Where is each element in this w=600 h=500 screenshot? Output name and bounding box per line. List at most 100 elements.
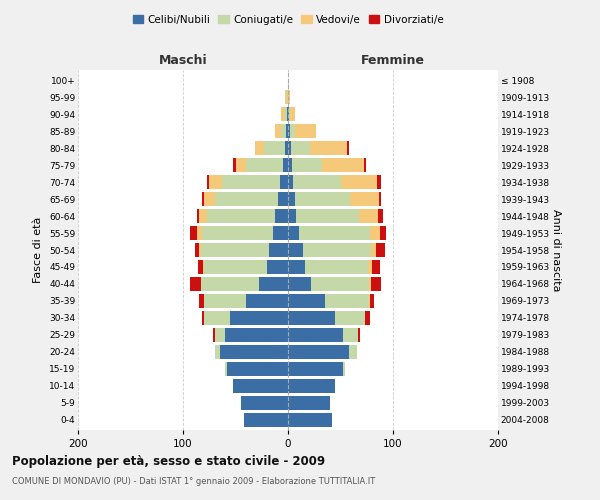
Bar <box>288 277 311 291</box>
Bar <box>296 209 359 223</box>
Bar <box>204 192 215 206</box>
Bar <box>203 260 204 274</box>
Bar <box>280 175 288 189</box>
Bar <box>288 141 291 155</box>
Bar <box>377 175 382 189</box>
Legend: Celibi/Nubili, Coniugati/e, Vedovi/e, Divorziati/e: Celibi/Nubili, Coniugati/e, Vedovi/e, Di… <box>128 10 448 29</box>
Bar <box>246 158 283 172</box>
Bar <box>288 192 295 206</box>
Bar <box>277 192 288 206</box>
Bar <box>288 90 290 104</box>
Bar <box>227 362 288 376</box>
Bar <box>202 226 274 240</box>
Bar <box>207 175 209 189</box>
Bar <box>288 243 303 257</box>
Bar <box>199 243 201 257</box>
Bar <box>380 226 386 240</box>
Bar <box>285 90 287 104</box>
Bar <box>214 328 215 342</box>
Bar <box>365 311 370 325</box>
Bar <box>199 294 204 308</box>
Bar <box>370 226 380 240</box>
Bar <box>197 209 199 223</box>
Bar <box>190 277 201 291</box>
Bar <box>371 243 376 257</box>
Bar <box>204 311 230 325</box>
Y-axis label: Fasce di età: Fasce di età <box>34 217 43 283</box>
Bar <box>274 226 288 240</box>
Bar <box>347 141 349 155</box>
Bar <box>369 294 370 308</box>
Bar <box>379 192 382 206</box>
Bar <box>269 243 288 257</box>
Bar <box>222 175 280 189</box>
Bar <box>343 362 345 376</box>
Bar <box>264 141 285 155</box>
Bar <box>305 260 368 274</box>
Bar <box>358 328 361 342</box>
Bar <box>343 328 358 342</box>
Bar <box>349 345 358 359</box>
Bar <box>310 141 347 155</box>
Bar <box>371 277 382 291</box>
Bar <box>368 260 372 274</box>
Bar <box>233 379 288 393</box>
Bar <box>288 260 305 274</box>
Bar <box>288 345 349 359</box>
Bar <box>376 243 385 257</box>
Bar <box>287 90 288 104</box>
Bar <box>207 209 275 223</box>
Bar <box>288 396 330 410</box>
Bar <box>288 379 335 393</box>
Bar <box>190 226 197 240</box>
Bar <box>201 277 259 291</box>
Bar <box>230 311 288 325</box>
Bar <box>311 277 369 291</box>
Bar <box>335 311 365 325</box>
Bar <box>295 124 316 138</box>
Bar <box>292 158 322 172</box>
Bar <box>372 260 380 274</box>
Bar <box>215 345 220 359</box>
Bar <box>194 243 199 257</box>
Bar <box>288 413 332 427</box>
Bar <box>286 124 288 138</box>
Bar <box>215 192 277 206</box>
Text: COMUNE DI MONDAVIO (PU) - Dati ISTAT 1° gennaio 2009 - Elaborazione TUTTITALIA.I: COMUNE DI MONDAVIO (PU) - Dati ISTAT 1° … <box>12 478 375 486</box>
Bar <box>267 260 288 274</box>
Bar <box>288 124 290 138</box>
Bar <box>256 141 264 155</box>
Bar <box>202 192 204 206</box>
Bar <box>259 277 288 291</box>
Bar <box>288 328 343 342</box>
Bar <box>288 175 293 189</box>
Bar <box>293 175 341 189</box>
Bar <box>285 107 287 121</box>
Y-axis label: Anni di nascita: Anni di nascita <box>551 209 560 291</box>
Bar <box>233 158 235 172</box>
Bar <box>275 124 281 138</box>
Bar <box>197 226 202 240</box>
Bar <box>235 158 246 172</box>
Bar <box>246 294 288 308</box>
Bar <box>359 209 379 223</box>
Bar <box>209 175 222 189</box>
Bar <box>288 158 292 172</box>
Bar <box>204 260 267 274</box>
Bar <box>364 158 366 172</box>
Bar <box>288 362 343 376</box>
Bar <box>289 107 290 121</box>
Bar <box>288 294 325 308</box>
Bar <box>225 362 227 376</box>
Bar <box>288 311 335 325</box>
Bar <box>287 107 288 121</box>
Bar <box>281 124 286 138</box>
Bar <box>370 294 374 308</box>
Bar <box>369 277 371 291</box>
Bar <box>244 413 288 427</box>
Bar <box>290 124 295 138</box>
Bar <box>350 192 379 206</box>
Bar <box>281 107 285 121</box>
Bar <box>288 226 299 240</box>
Bar <box>275 209 288 223</box>
